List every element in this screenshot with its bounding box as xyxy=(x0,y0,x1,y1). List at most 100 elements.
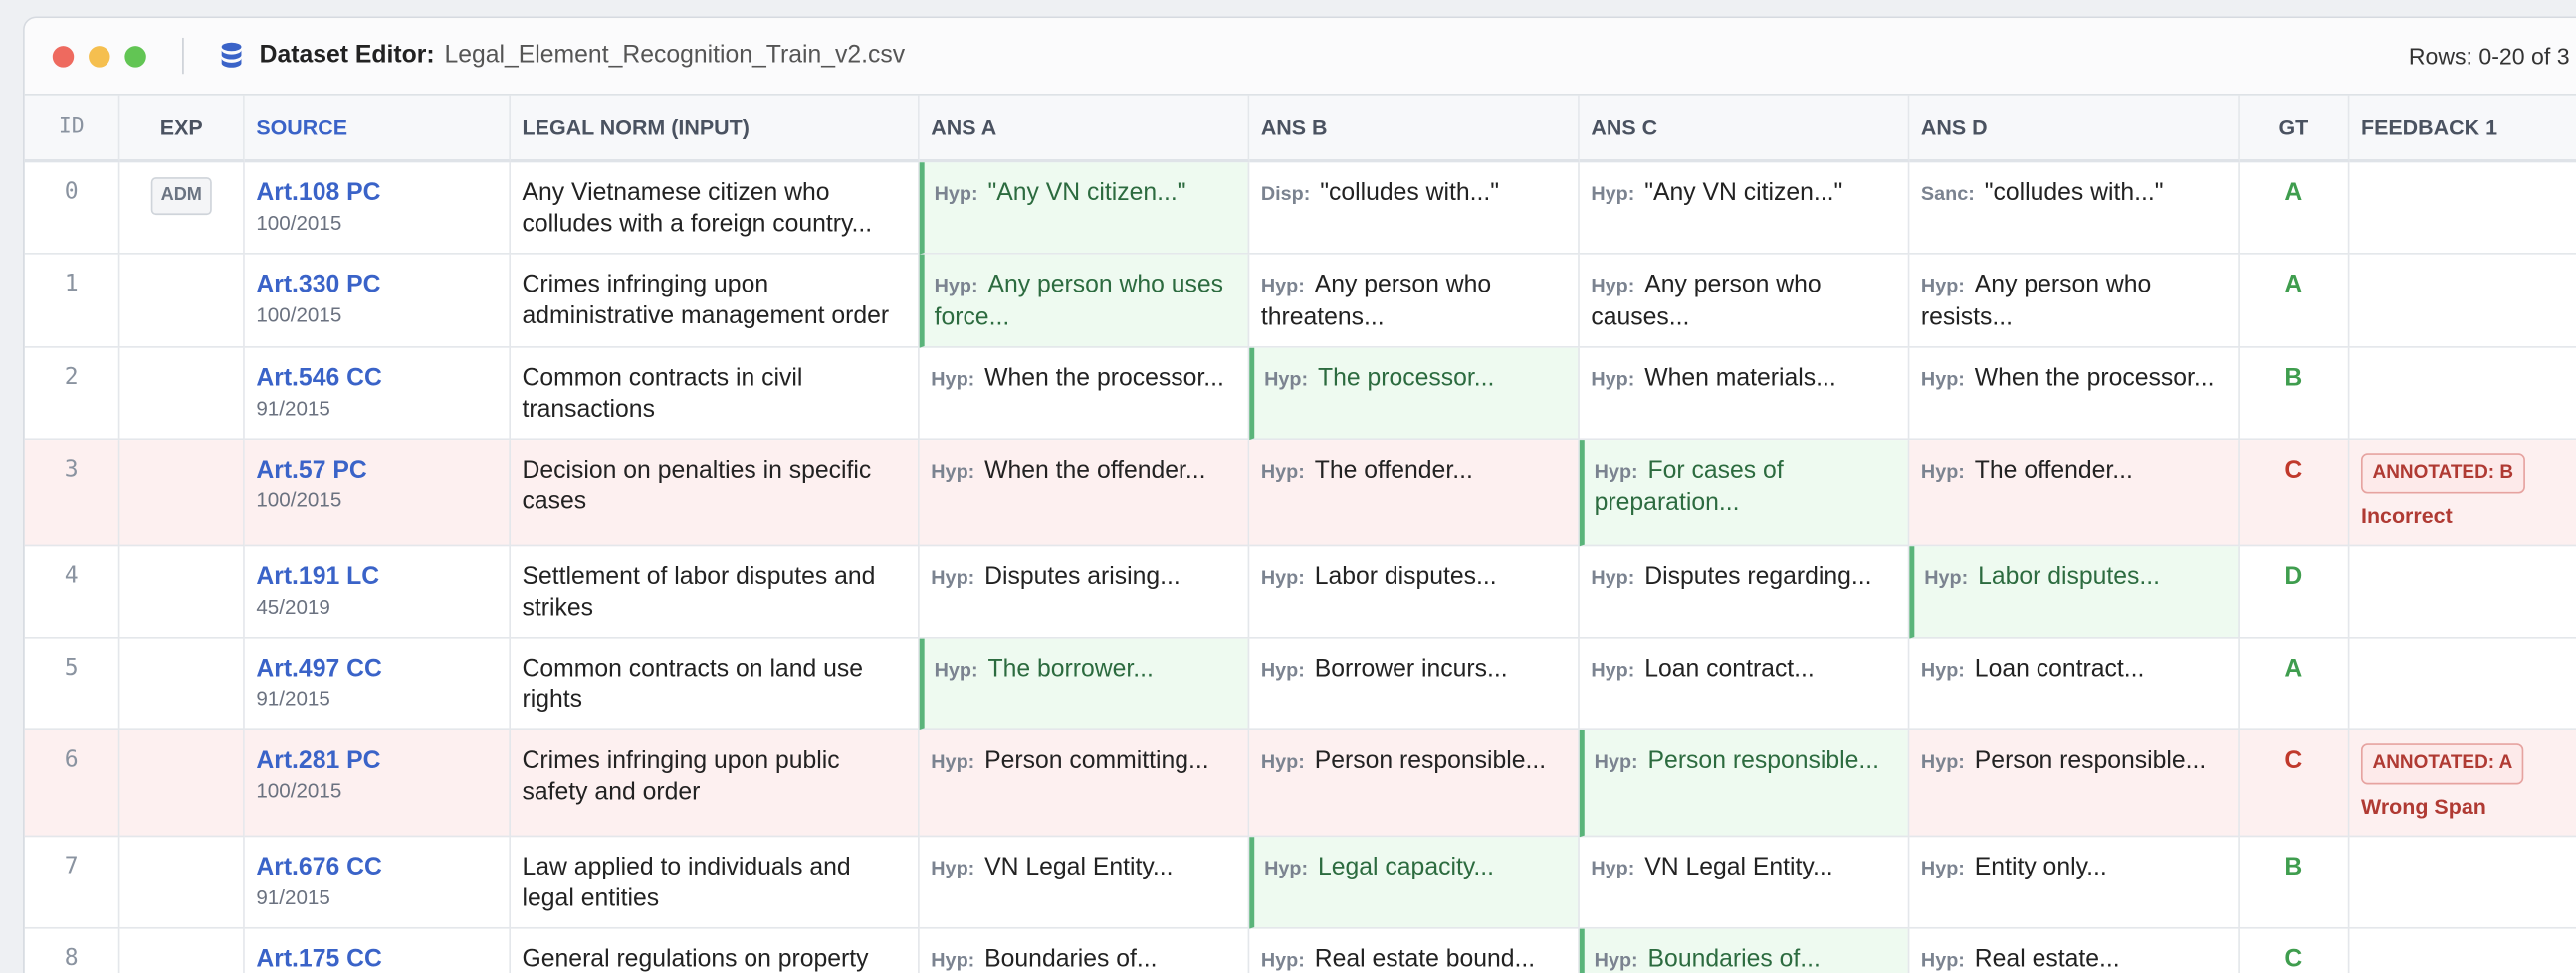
gt-cell: D xyxy=(2239,546,2350,639)
answer-tag: Hyp: xyxy=(1591,367,1635,391)
answer-text: Borrower incurs... xyxy=(1314,655,1508,683)
exp-badge: ADM xyxy=(150,177,212,216)
answer-cell: Hyp: The borrower... xyxy=(919,638,1250,731)
answer-text: The processor... xyxy=(1318,364,1495,393)
answer-text: Any person who uses force... xyxy=(934,271,1224,332)
source-link[interactable]: Art.497 CC xyxy=(256,655,382,683)
answer-tag: Hyp: xyxy=(934,658,978,681)
exp-cell xyxy=(119,928,245,973)
feedback-cell xyxy=(2349,929,2576,973)
feedback-cell xyxy=(2349,162,2576,255)
norm-cell: Common contracts in civil transactions xyxy=(510,347,920,441)
source-link[interactable]: Art.330 PC xyxy=(256,271,381,299)
column-header[interactable]: ANS D xyxy=(1909,95,2240,163)
answer-tag: Hyp: xyxy=(1920,948,1965,972)
answer-cell: Hyp: Borrower incurs... xyxy=(1249,638,1580,731)
norm-cell: General regulations on property and owne… xyxy=(511,928,920,973)
column-header[interactable]: LEGAL NORM (INPUT) xyxy=(510,95,920,163)
answer-tag: Hyp: xyxy=(1594,749,1638,773)
answer-text: When the processor... xyxy=(984,364,1224,393)
column-header[interactable]: ANS A xyxy=(919,95,1250,163)
source-link[interactable]: Art.546 CC xyxy=(256,364,382,393)
column-header[interactable]: FEEDBACK 1 xyxy=(2349,95,2576,163)
feedback-cell: ANNOTATED: A Wrong Span xyxy=(2349,730,2576,838)
law-number: 100/2015 xyxy=(256,303,342,327)
answer-tag: Hyp: xyxy=(1594,459,1638,483)
id-cell: 5 xyxy=(24,638,120,731)
id-cell: 1 xyxy=(24,254,120,348)
minimize-button[interactable] xyxy=(89,46,110,68)
ground-truth: C xyxy=(2284,746,2303,775)
answer-cell: Hyp: Person committing... xyxy=(919,730,1250,838)
id-cell: 6 xyxy=(24,730,120,838)
answer-text: Person responsible... xyxy=(1314,746,1547,775)
answer-tag: Hyp: xyxy=(931,459,975,483)
exp-cell xyxy=(119,638,245,731)
ground-truth: D xyxy=(2284,562,2303,591)
answer-cell: Hyp: Person responsible... xyxy=(1909,730,2240,838)
feedback-cell xyxy=(2349,639,2576,731)
source-link[interactable]: Art.108 PC xyxy=(256,178,381,207)
answer-cell: Sanc: "colludes with..." xyxy=(1909,162,2240,255)
norm-cell: Settlement of labor disputes and strikes xyxy=(510,546,920,639)
answer-tag: Sanc: xyxy=(1920,182,1975,206)
answer-text: Legal capacity... xyxy=(1318,853,1494,881)
maximize-button[interactable] xyxy=(124,46,146,68)
column-header[interactable]: ID xyxy=(24,95,120,163)
feedback-note: Wrong Span xyxy=(2360,794,2486,820)
feedback-cell: ANNOTATED: B Incorrect xyxy=(2349,440,2576,547)
answer-text: VN Legal Entity... xyxy=(1644,853,1833,881)
column-header[interactable]: SOURCE xyxy=(244,95,511,163)
law-number: 100/2015 xyxy=(256,779,342,803)
answer-tag: Disp: xyxy=(1260,182,1311,206)
answer-tag: Hyp: xyxy=(931,857,975,880)
answer-tag: Hyp: xyxy=(1260,749,1305,773)
source-link[interactable]: Art.281 PC xyxy=(256,746,381,775)
exp-cell xyxy=(119,730,245,838)
column-header[interactable]: EXP xyxy=(119,95,245,163)
answer-tag: Hyp: xyxy=(1920,367,1965,391)
answer-tag: Hyp: xyxy=(1920,274,1965,297)
close-button[interactable] xyxy=(52,46,75,68)
source-cell: Art.108 PC 100/2015 xyxy=(244,162,511,255)
answer-tag: Hyp: xyxy=(1591,566,1635,590)
column-header[interactable]: ANS C xyxy=(1579,95,1910,163)
source-link[interactable]: Art.676 CC xyxy=(256,853,382,881)
source-link[interactable]: Art.191 LC xyxy=(256,562,380,591)
answer-tag: Hyp: xyxy=(931,948,975,972)
database-icon xyxy=(221,42,242,68)
answer-cell: Hyp: Labor disputes... xyxy=(1909,546,2240,639)
annotation-badge: ANNOTATED: B xyxy=(2360,453,2525,494)
source-link[interactable]: Art.175 CC xyxy=(256,945,382,973)
separator xyxy=(182,37,184,75)
feedback-note: Incorrect xyxy=(2360,503,2453,529)
source-cell: Art.281 PC 100/2015 xyxy=(244,730,511,838)
source-cell: Art.330 PC 100/2015 xyxy=(244,254,511,348)
norm-cell: Decision on penalties in specific cases xyxy=(510,440,920,547)
id-cell: 8 xyxy=(25,928,120,973)
id-cell: 2 xyxy=(24,347,120,441)
answer-tag: Hyp: xyxy=(1920,857,1965,880)
column-header[interactable]: GT xyxy=(2239,95,2350,163)
ground-truth: B xyxy=(2284,853,2303,881)
column-header[interactable]: ANS B xyxy=(1249,95,1580,163)
answer-cell: Hyp: When the processor... xyxy=(919,347,1250,441)
ground-truth: A xyxy=(2284,271,2303,299)
answer-cell: Hyp: Entity only... xyxy=(1909,837,2240,929)
answer-tag: Hyp: xyxy=(1260,948,1305,972)
source-cell: Art.57 PC 100/2015 xyxy=(244,440,511,547)
answer-text: Any person who causes... xyxy=(1591,271,1822,332)
law-number: 100/2015 xyxy=(256,488,342,512)
source-cell: Art.497 CC 91/2015 xyxy=(244,638,511,731)
answer-cell: Hyp: When materials... xyxy=(1579,347,1910,441)
gt-cell: C xyxy=(2239,440,2350,547)
law-number: 91/2015 xyxy=(256,885,330,909)
feedback-cell xyxy=(2349,837,2576,929)
answer-tag: Hyp: xyxy=(1260,566,1305,590)
answer-tag: Hyp: xyxy=(931,367,975,391)
law-number: 91/2015 xyxy=(256,687,330,711)
source-cell: Art.191 LC 45/2019 xyxy=(244,546,511,639)
answer-text: Any person who threatens... xyxy=(1260,271,1492,332)
answer-cell: Hyp: "Any VN citizen..." xyxy=(1579,162,1910,255)
source-link[interactable]: Art.57 PC xyxy=(256,456,367,485)
